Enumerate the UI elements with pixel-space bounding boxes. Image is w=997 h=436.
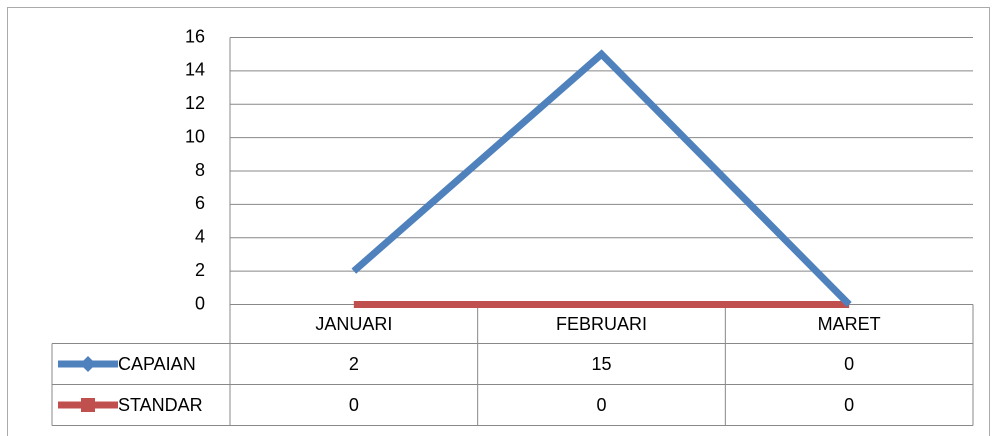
y-tick-label: 12: [185, 93, 205, 113]
y-tick-label: 2: [195, 260, 205, 280]
table-value: 0: [844, 354, 854, 374]
legend-label: STANDAR: [118, 395, 203, 415]
x-tick-label: JANUARI: [315, 314, 392, 334]
table-value: 15: [591, 354, 611, 374]
table-value: 0: [349, 395, 359, 415]
y-tick-label: 6: [195, 193, 205, 213]
y-tick-label: 8: [195, 160, 205, 180]
series-line: [351, 49, 852, 307]
chart-frame: [7, 7, 990, 436]
y-tick-label: 10: [185, 126, 205, 146]
legend-label: CAPAIAN: [118, 354, 196, 374]
x-tick-label: MARET: [818, 314, 881, 334]
table-value: 0: [596, 395, 606, 415]
table-value: 2: [349, 354, 359, 374]
y-tick-label: 14: [185, 60, 205, 80]
y-tick-label: 16: [185, 26, 205, 46]
legend-marker: [81, 398, 95, 412]
y-tick-label: 0: [195, 293, 205, 313]
x-tick-label: FEBRUARI: [556, 314, 647, 334]
table-value: 0: [844, 395, 854, 415]
legend-marker: [80, 356, 96, 372]
y-tick-label: 4: [195, 227, 205, 247]
